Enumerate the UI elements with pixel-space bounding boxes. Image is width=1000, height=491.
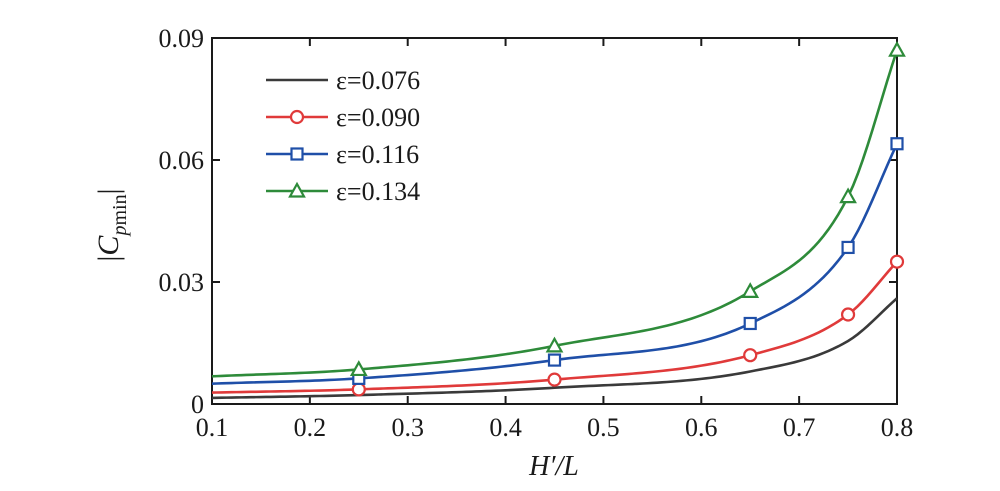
series-markers [349,40,906,397]
x-tick-label: 0.5 [587,413,620,442]
series-2-marker [547,353,562,367]
series-line-0 [211,297,898,400]
series-3-marker [741,282,760,298]
svg-text:|Cpmin|: |Cpmin| [92,188,131,261]
axis-ticks: 0.1 0.2 0.3 0.4 0.5 0.6 0.7 0.8 0 0.03 0.06 0.09 [159,24,914,442]
y-tick-label: 0 [191,390,204,419]
x-tick-label: 0.1 [196,413,229,442]
series-3-marker [349,360,368,377]
series-3-marker [545,336,564,353]
series-1-marker [840,307,856,322]
series-1-marker [547,372,562,387]
legend-marker [289,109,305,125]
y-tick-label: 0.03 [159,268,205,297]
x-tick-label: 0.4 [489,413,522,442]
y-tick-label: 0.06 [159,146,205,175]
x-tick-label: 0.3 [391,413,424,442]
series-2-marker [890,137,904,151]
series-line-3 [211,49,899,378]
plot-frame [211,37,898,405]
legend-marker [288,181,306,198]
x-tick-label: 0.6 [685,413,718,442]
legend-label: ε=0.134 [336,177,420,206]
series-2-marker [841,240,855,255]
series-1-marker [743,348,758,363]
x-tick-label: 0.7 [783,413,816,442]
series-2-marker [743,316,757,331]
series-1-marker [351,382,366,397]
x-tick-label: 0.8 [881,413,914,442]
x-tick-label: 0.2 [294,413,327,442]
legend: ε=0.076 ε=0.090 ε=0.116 ε=0.134 [266,66,420,206]
legend-label: ε=0.116 [336,140,419,169]
series-3-marker [888,40,906,57]
legend-label: ε=0.090 [336,103,420,132]
legend-marker [290,147,304,161]
y-axis-label-text: | [92,256,125,262]
series-3-marker [839,187,857,204]
y-tick-label: 0.09 [159,24,205,53]
series-1-marker [889,254,905,269]
x-axis-label: H′/L [528,451,579,482]
y-axis-label: |Cpmin| [92,188,131,261]
legend-label: ε=0.076 [336,66,420,95]
